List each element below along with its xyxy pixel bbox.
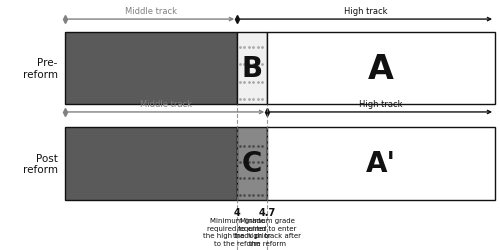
Bar — [237, 128, 267, 200]
Text: High track: High track — [360, 100, 403, 109]
Text: A': A' — [366, 150, 396, 178]
Text: Minimum grade
required to enter
the high track after
the reform: Minimum grade required to enter the high… — [233, 218, 301, 246]
Bar — [267, 128, 495, 200]
Text: 4.7: 4.7 — [258, 208, 276, 218]
Text: Pre-
reform: Pre- reform — [22, 58, 58, 80]
Text: Minimum grade
required to enter
the high track prior
to the reform: Minimum grade required to enter the high… — [203, 218, 271, 246]
Bar — [65, 128, 237, 200]
Text: High track: High track — [344, 7, 388, 16]
Text: B: B — [242, 55, 262, 83]
Text: Middle track: Middle track — [125, 7, 177, 16]
Text: C: C — [242, 150, 262, 178]
Bar — [65, 32, 237, 105]
Bar — [267, 32, 495, 105]
Text: 4: 4 — [234, 208, 240, 218]
Text: Middle track: Middle track — [140, 100, 192, 109]
Text: Post
reform: Post reform — [22, 153, 58, 174]
Text: A: A — [368, 52, 394, 85]
Bar — [237, 32, 267, 105]
